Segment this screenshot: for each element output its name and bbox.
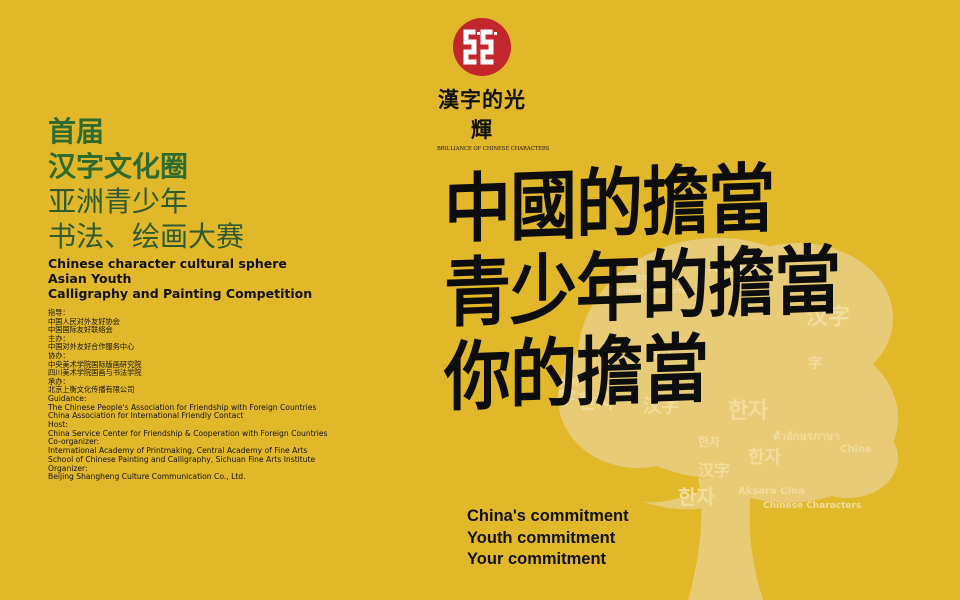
logo-mark-icon (463, 29, 497, 65)
credit-line-en: Beijing Shangheng Culture Communication … (48, 472, 246, 482)
tree-word: 字 (808, 355, 822, 372)
credit-line-en: Guidance: (48, 393, 87, 403)
tree-word: Aksara Cina (738, 486, 805, 497)
english-title: Chinese character cultural sphere Asian … (48, 256, 388, 301)
tree-word: 字 (558, 387, 576, 409)
commitment-line: China's commitment (467, 507, 629, 525)
tree-word: Chinese character (618, 287, 690, 295)
commitment-line: Your commitment (467, 550, 607, 568)
tree-word: 한자 (728, 399, 769, 424)
credit-line-en: Host: (48, 420, 68, 430)
credit-line-cn: 中国对外友好合作服务中心 (48, 342, 135, 352)
tree-word: 한자 (698, 434, 720, 449)
credit-line-cn: 主办： (48, 333, 70, 343)
credits: 指导： 中国人民对外友好协会 中国国际友好联络会 主办： 中国对外友好合作服务中… (48, 308, 388, 482)
credit-line-en: International Academy of Printmaking, Ce… (48, 446, 308, 456)
credit-line-cn: 协办： (48, 350, 70, 360)
tree-word: Aksara (708, 261, 758, 276)
tree-word: ตัวอักษรภาษา (773, 430, 840, 443)
chinese-title: 首届 汉字文化圈 亚洲青少年 书法、绘画大赛 (48, 114, 388, 254)
event-info: 首届 汉字文化圈 亚洲青少年 书法、绘画大赛 Chinese character… (48, 114, 388, 482)
credit-line-en: Co-organizer: (48, 437, 100, 447)
commitment-text: China's commitment Youth commitment Your… (467, 506, 629, 571)
credit-line-en: Organizer: (48, 463, 88, 473)
credit-line-cn: 四川美术学院国画与书法学院 (48, 368, 142, 378)
tree-word: 汉字 (698, 461, 730, 480)
logo-subtitle: BRILLIANCE OF CHINESE CHARACTERS (437, 146, 550, 152)
english-title-line: Calligraphy and Painting Competition (48, 286, 313, 301)
credit-line-cn: 指导： (48, 308, 70, 317)
english-title-line: Chinese character cultural sphere (48, 256, 287, 271)
brand-logo: 漢字的光輝 BRILLIANCE OF CHINESE CHARACTERS (437, 18, 550, 152)
credit-line-en: School of Chinese Painting and Calligrap… (48, 454, 316, 464)
tree-word: अक्षर (558, 376, 579, 389)
tree-word: Chinese Characters (763, 501, 861, 511)
tree-word: Chine (840, 444, 872, 455)
credit-line-cn: 中国国际友好联络会 (48, 325, 113, 335)
logo-name: 漢字的光輝 (438, 87, 526, 142)
tree-word: 汉字 (806, 304, 850, 330)
tree-word: 한자 (578, 389, 615, 413)
credit-line-en: The Chinese People's Association for Fri… (48, 402, 317, 412)
credit-line-cn: 中国人民对外友好协会 (48, 316, 120, 326)
english-title-line: Asian Youth (48, 271, 132, 286)
credit-line-en: China Service Center for Friendship & Co… (48, 428, 328, 438)
commitment-line: Youth commitment (467, 528, 616, 547)
credit-line-cn: 中央美术学院国际版画研究院 (48, 359, 142, 369)
title-line: 书法、绘画大赛 (48, 220, 245, 253)
title-line: 首届 (48, 115, 105, 148)
title-line: 汉字文化圈 (48, 150, 189, 183)
tree-word: 한자 (678, 485, 715, 509)
credit-line-cn: 北京上衡文化传播有限公司 (48, 385, 135, 395)
headline-line: 你的擔當 (444, 325, 708, 422)
tree-word: 한자 (748, 447, 782, 468)
credit-line-en: China Association for International Frie… (48, 411, 244, 421)
title-line: 亚洲青少年 (48, 185, 189, 218)
tree-word: Chinese (610, 272, 655, 283)
tree-word: 汉字 (643, 395, 679, 417)
headline: 中國的擔當 青少年的擔當 你的擔當 (444, 152, 894, 422)
word-tree-illustration: Chinese Chinese character Aksara 汉字 字 한자… (558, 238, 898, 600)
tree-word: 汉字 (648, 345, 676, 362)
credit-line-cn: 承办： (48, 376, 70, 386)
logo-emblem (453, 18, 511, 76)
